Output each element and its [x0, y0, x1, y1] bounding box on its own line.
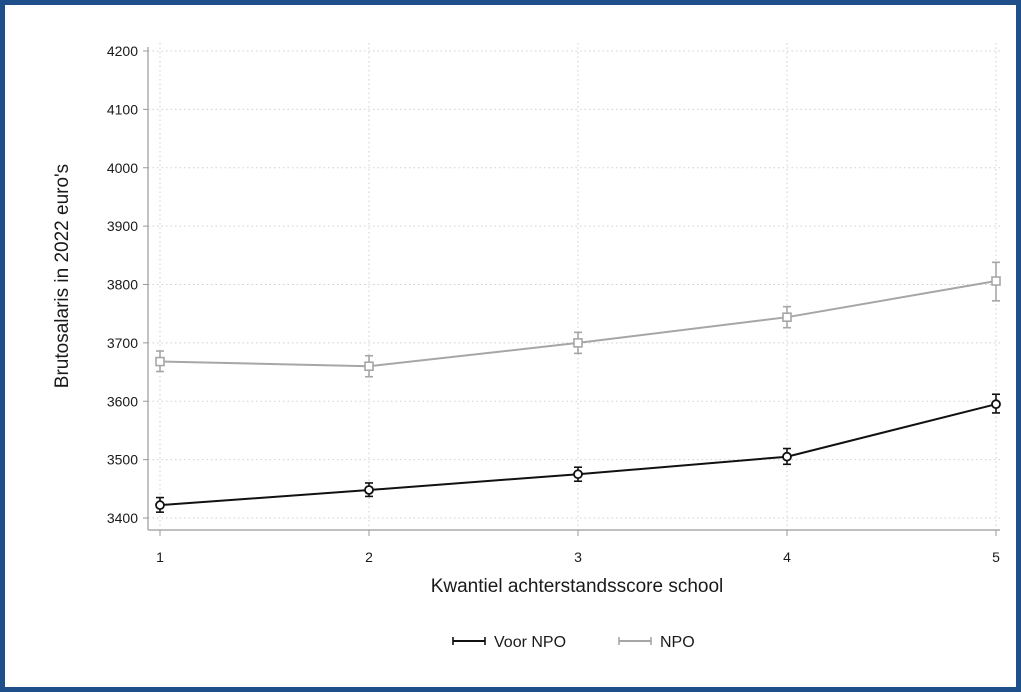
grid-lines — [148, 43, 1000, 529]
x-tick-label: 5 — [992, 549, 1000, 565]
data-point — [155, 356, 165, 367]
y-tick-label: 4200 — [107, 43, 138, 59]
y-tick-label: 3800 — [107, 277, 138, 293]
legend-item-2: NPO — [618, 634, 695, 651]
x-axis-ticks: 1 2 3 4 5 — [156, 530, 1000, 565]
x-axis-title: Kwantiel achterstandsscore school — [431, 576, 724, 597]
y-axis-title: Brutosalaris in 2022 euro's — [52, 164, 73, 388]
x-tick-label: 4 — [783, 549, 791, 565]
legend-item-1: Voor NPO — [452, 634, 566, 651]
data-point — [782, 451, 792, 462]
y-tick-label: 4100 — [107, 101, 138, 117]
y-tick-label: 3500 — [107, 452, 138, 468]
y-axis-ticks: 3400 3500 3600 3700 3800 3900 4000 4100 4200 — [107, 43, 148, 526]
data-point — [991, 399, 1001, 410]
y-tick-label: 3700 — [107, 335, 138, 351]
legend-label: NPO — [660, 634, 695, 651]
x-tick-label: 3 — [574, 549, 582, 565]
legend: Voor NPO NPO — [452, 634, 695, 651]
axes — [147, 47, 1000, 531]
y-tick-label: 3400 — [107, 510, 138, 526]
series-line — [159, 403, 997, 507]
series-group — [155, 261, 1001, 513]
data-point — [364, 485, 374, 495]
data-point — [155, 500, 165, 511]
data-point — [573, 469, 583, 480]
data-point — [364, 361, 374, 372]
data-point — [573, 338, 583, 348]
series-1 — [155, 393, 1001, 513]
y-tick-label: 3900 — [107, 218, 138, 234]
x-tick-label: 1 — [156, 549, 164, 565]
data-point — [991, 276, 1001, 286]
legend-label: Voor NPO — [494, 634, 566, 651]
series-2 — [155, 261, 1001, 378]
y-tick-label: 4000 — [107, 160, 138, 176]
x-tick-label: 2 — [365, 549, 373, 565]
y-tick-label: 3600 — [107, 393, 138, 409]
data-point — [782, 312, 792, 322]
